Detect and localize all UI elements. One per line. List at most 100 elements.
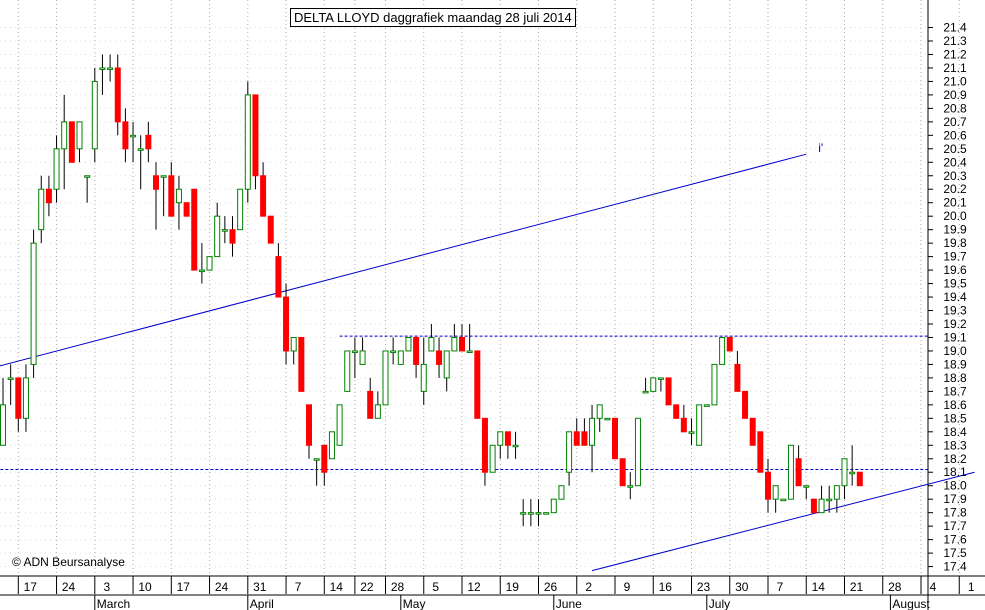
candle-body-up: [91, 80, 98, 150]
x-tick-label: 28: [888, 580, 902, 594]
candle-body-up: [527, 512, 534, 515]
y-tick-label: 17.9: [943, 492, 967, 506]
candle-body-down: [481, 417, 488, 473]
y-tick-label: 19.1: [943, 330, 967, 344]
x-tick-label: 12: [467, 580, 481, 594]
y-tick-label: 19.0: [943, 344, 967, 358]
candle-body-up: [382, 350, 389, 406]
candle-body-up: [841, 458, 848, 487]
candle-body-up: [520, 512, 527, 515]
candle-body-up: [290, 336, 297, 352]
candle-body-up: [428, 336, 435, 352]
candle-body-up: [543, 512, 550, 515]
y-tick-label: 20.7: [943, 115, 967, 129]
y-tick-label: 19.6: [943, 263, 967, 277]
x-tick-label: 31: [253, 580, 267, 594]
candle-body-up: [175, 188, 182, 204]
candle-body-down: [283, 296, 290, 352]
support-resistance-levels: [0, 335, 928, 471]
candle-body-down: [765, 471, 771, 500]
candle-body-up: [596, 404, 603, 419]
x-tick-label: 23: [697, 580, 711, 594]
x-tick-label: 19: [506, 580, 520, 594]
candle-body-up: [550, 498, 557, 514]
candle-body-up: [30, 242, 37, 365]
y-tick-label: 20.9: [943, 88, 967, 102]
candle-body-up: [558, 485, 565, 500]
candle-body-down: [168, 175, 175, 217]
x-tick-label: 30: [735, 580, 749, 594]
candle-body-up: [137, 148, 144, 151]
candle-body-down: [795, 458, 802, 487]
chart-title: DELTA LLOYD daggrafiek maandag 28 juli 2…: [290, 8, 576, 27]
candle-body-up: [221, 229, 228, 232]
x-tick-label: 9: [624, 580, 631, 594]
candle-body-down: [229, 229, 236, 244]
x-tick-label: 16: [659, 580, 673, 594]
candle-body-up: [214, 215, 221, 258]
candle-body-up: [397, 350, 404, 365]
y-tick-label: 20.8: [943, 101, 967, 115]
x-tick-label: 24: [62, 580, 76, 594]
y-tick-label: 18.5: [943, 411, 967, 425]
candle-body-up: [328, 431, 335, 460]
y-tick-label: 21.4: [943, 21, 967, 35]
candle-body-up: [787, 444, 794, 500]
candle-body-down: [810, 498, 817, 514]
x-tick-label: 17: [177, 580, 191, 594]
candle-body-up: [719, 336, 726, 365]
candle-body-up: [772, 485, 779, 500]
candle-body-down: [413, 336, 420, 365]
trendline: [0, 153, 807, 367]
candle-body-up: [849, 471, 856, 475]
candle-body-up: [359, 350, 366, 365]
y-tick-label: 21.0: [943, 74, 967, 88]
candle-body-up: [696, 404, 703, 446]
x-tick-label: 3: [103, 580, 110, 594]
candle-body-down: [275, 256, 282, 298]
month-label: April: [250, 597, 274, 610]
candle-body-up: [642, 390, 649, 394]
candle-body-up: [84, 175, 91, 178]
candle-body-down: [122, 121, 129, 150]
x-tick-label: 28: [391, 580, 405, 594]
candle-body-up: [566, 431, 573, 473]
x-tick-label: 22: [360, 580, 374, 594]
candle-body-down: [581, 431, 588, 446]
candle-body-down: [321, 444, 328, 473]
candle-body-down: [612, 417, 618, 460]
y-tick-label: 20.3: [943, 169, 967, 183]
candle-body-down: [573, 431, 580, 446]
y-tick-label: 19.4: [943, 290, 967, 304]
y-tick-label: 20.6: [943, 128, 967, 142]
candle-body-down: [749, 417, 756, 446]
y-tick-label: 20.2: [943, 182, 967, 196]
candle-body-down: [367, 390, 374, 419]
y-tick-label: 17.4: [943, 560, 967, 574]
candle-body-down: [742, 390, 749, 419]
y-tick-label: 18.6: [943, 398, 967, 412]
candle-body-down: [436, 350, 443, 365]
candle-body-down: [734, 363, 741, 392]
y-tick-label: 19.3: [943, 304, 967, 318]
candle-body-up: [711, 363, 718, 406]
candle-body-up: [443, 350, 450, 379]
month-label: July: [709, 597, 730, 610]
candle-body-up: [420, 363, 427, 392]
y-tick-label: 17.6: [943, 533, 967, 547]
x-tick-label: 14: [330, 580, 344, 594]
candle-body-down: [114, 67, 121, 123]
candle-body-down: [619, 458, 626, 487]
candle-body-up: [61, 121, 68, 150]
candle-body-down: [298, 336, 305, 392]
y-tick-label: 19.2: [943, 317, 967, 331]
candle-body-up: [818, 498, 825, 514]
y-tick-label: 18.3: [943, 438, 967, 452]
y-tick-label: 18.8: [943, 371, 967, 385]
candles: [0, 54, 863, 527]
candle-body-up: [99, 67, 106, 70]
candle-body-up: [826, 498, 833, 502]
y-tick-label: 19.7: [943, 250, 967, 264]
candle-body-up: [589, 417, 596, 446]
